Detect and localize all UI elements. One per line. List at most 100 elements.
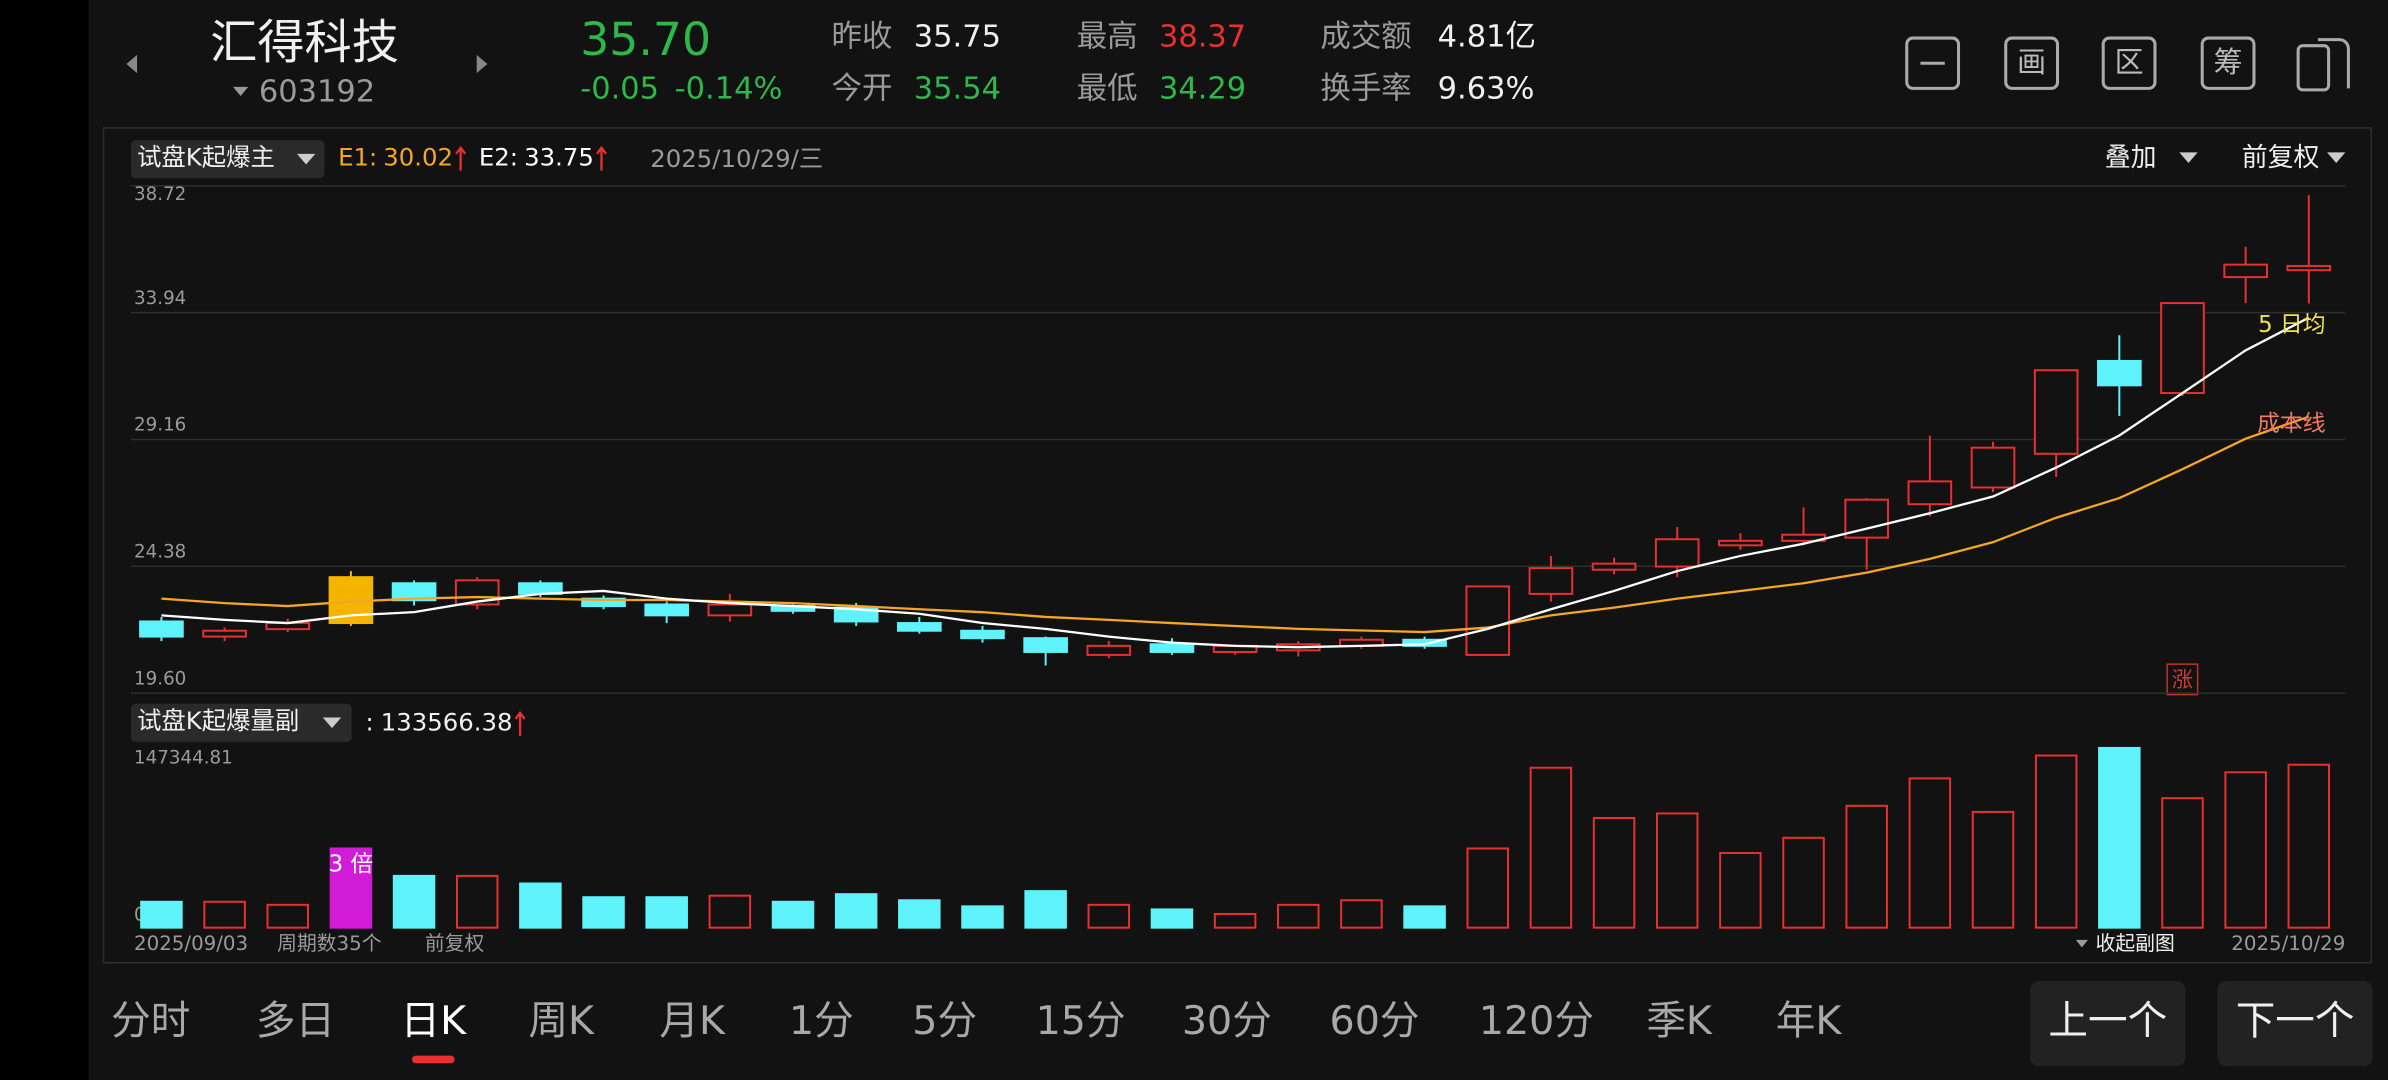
volume-bar [1719,852,1762,929]
next-stock[interactable] [476,54,488,74]
candle-body [960,629,1005,640]
line-label: 成本线 [2257,411,2325,437]
period-tab[interactable]: 30分 [1182,998,1272,1044]
volume-bar [392,874,436,929]
volume-bar [1277,903,1320,929]
candle-body [2223,263,2268,279]
tool-label: 筹 [2214,45,2243,79]
period-tab[interactable]: 15分 [1036,998,1126,1044]
period-tab[interactable]: 120分 [1479,998,1594,1044]
tool-rotate-icon [2317,38,2350,89]
code-dropdown[interactable] [233,86,249,96]
volume-bar [1529,766,1573,929]
sub-indicator-select[interactable] [130,703,352,742]
tool-range[interactable] [2101,36,2157,90]
collapse-icon [2075,939,2088,948]
chart-panel [102,127,2373,964]
volume-bar [1782,836,1825,929]
volume-bar [519,882,562,929]
chart-date: 2025/10/29/三 [650,144,823,173]
candle-body [1023,637,1068,653]
volume-bar [2287,763,2331,929]
y-tick-label: 19.60 [134,668,186,689]
prev-button-label: 上一个 [2048,998,2167,1044]
candle-body [2286,264,2332,272]
tool-rotate[interactable] [2296,44,2331,92]
stat-label: 昨收 [832,20,893,55]
next-button[interactable] [2217,980,2373,1067]
stat-label: 今开 [832,71,893,106]
period-tab[interactable]: 日K [401,998,468,1044]
volume-bar [2034,754,2078,929]
stat-value: 35.54 [914,71,1001,106]
legend-value: 30.02 [383,142,453,171]
period-tab[interactable]: 季K [1646,998,1713,1044]
volume-bar [1908,777,1952,929]
stat-value: 4.81亿 [1438,20,1536,55]
stat-label: 最低 [1077,71,1138,106]
period-tab[interactable]: 分时 [111,998,190,1044]
y-tick-label: 147344.81 [134,748,233,769]
volume-bar [645,896,688,929]
y-tick-label: 24.38 [134,542,186,563]
period-tab[interactable]: 60分 [1330,998,1420,1044]
stat-value: 34.29 [1159,71,1246,106]
candle-body [1591,562,1637,571]
sub-indicator: 试盘K起爆量副 [137,706,299,735]
dropdown-icon [2327,152,2346,163]
legend-value: 33.75 [524,142,594,171]
volume-bar [1403,905,1446,929]
volume-bar [1087,903,1131,929]
volume-bar [2161,797,2204,929]
adjust[interactable]: 前复权 [2242,143,2320,173]
candle-body [1149,643,1195,653]
volume-bar [1213,912,1257,929]
legend-name: E2: [479,142,518,171]
tool-label: 画 [2017,45,2046,79]
line-label: 5 日均 [2258,312,2325,338]
prev-button[interactable] [2030,980,2186,1067]
tool-draw[interactable] [2004,36,2060,90]
prev-stock[interactable] [126,54,138,74]
active-tab-indicator [411,1055,455,1064]
up-arrow [455,145,467,171]
main-indicator-select[interactable] [130,140,325,179]
period-tab[interactable]: 周K [528,998,595,1044]
tool-chips[interactable] [2200,36,2256,90]
change-pct: -0.14% [675,71,783,106]
tool-minimize[interactable] [1905,36,1961,90]
period-tab[interactable]: 月K [659,998,726,1044]
tool-label: 区 [2115,45,2144,79]
period-tab[interactable]: 多日 [256,998,335,1044]
candle-body [2160,302,2205,395]
stock-name: 汇得科技 [210,16,399,71]
volume-bar [1466,847,1509,929]
volume-bar [961,905,1004,929]
period-tab[interactable]: 5分 [912,998,977,1044]
collapse-sub[interactable]: 收起副图 [2096,932,2175,955]
volume-bar [1024,890,1067,929]
candle-body [644,603,690,617]
sub-value: 133566.38 [381,708,513,737]
candle-body [1528,567,1574,595]
overlay[interactable]: 叠加 [2105,143,2157,173]
volume-bar [140,900,183,929]
period-tab[interactable]: 1分 [789,998,854,1044]
volume-annotation: 3 倍 [329,852,374,878]
stat-label: 成交额 [1320,20,1411,55]
volume-bar [771,900,815,929]
up-arrow [595,145,607,171]
volume-bar [1592,817,1636,929]
volume-bar [455,874,499,929]
stamp-box [2166,663,2199,696]
period-tab[interactable]: 年K [1776,998,1843,1044]
candle-body [2097,359,2142,387]
candle-body [391,582,437,602]
candle-body [707,603,753,617]
legend-name: E1: [338,142,377,171]
volume-bar [708,894,752,929]
period-count: 周期数35个 [277,932,382,955]
volume-bar [1655,812,1699,929]
volume-bar [898,899,941,929]
